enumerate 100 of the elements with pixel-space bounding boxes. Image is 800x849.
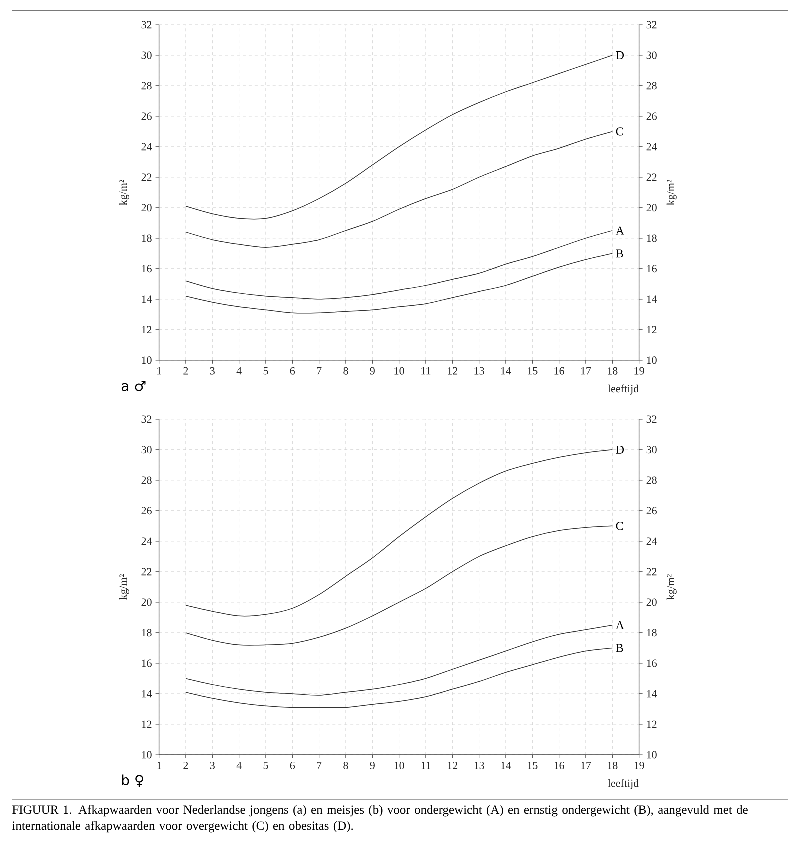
y-tick-label: 24 [142,538,152,546]
line-series [186,624,614,696]
x-tick-label: 10 [394,762,404,770]
x-tick-label: 4 [236,762,242,770]
y2-tick-label: 12 [647,720,657,728]
x-tick-label: 2 [184,762,188,770]
series-label: C [616,128,624,136]
series-label: B [616,250,624,258]
x-tick-label: 6 [290,762,296,770]
y2-tick-label: 14 [647,296,658,304]
series-label: D [616,446,624,454]
x-tick-label: 10 [394,367,404,375]
y2-tick-label: 12 [647,326,657,334]
x-tick-label: 9 [370,367,375,375]
line-series [186,450,614,617]
y-tick-label: 22 [142,568,152,576]
y2-tick-label: 26 [646,507,657,515]
y-tick-label: 28 [142,82,152,90]
y2-tick-label: 20 [646,598,657,606]
text: a ♂ [122,381,146,392]
series-label: D [616,52,624,60]
y2-tick-label: 20 [646,204,657,212]
y2-axis-title: kg/m² [666,180,677,206]
y-tick-label: 20 [142,204,152,212]
series-label: A [616,621,624,630]
x-tick-label: 2 [184,367,188,375]
y-tick-label: 10 [142,751,152,759]
x-tick-label: 16 [554,762,564,770]
x-tick-label: 9 [370,762,375,770]
x-tick-label: 14 [501,762,512,770]
x-tick-label: 18 [608,762,618,770]
x-tick-label: 5 [264,762,268,770]
x-tick-label: 19 [634,762,644,770]
x-tick-label: 7 [317,762,322,770]
y-tick-label: 10 [142,356,152,364]
y-tick-label: 18 [142,234,152,242]
text: b ♀ [122,774,144,788]
y-tick-label: 14 [142,296,152,304]
y-tick-label: 32 [142,21,152,29]
y-tick-label: 24 [142,143,152,151]
x-tick-label: 11 [422,367,431,375]
y2-tick-label: 10 [647,751,657,759]
y-tick-label: 18 [142,629,152,637]
x-tick-label: 3 [210,762,215,770]
x-tick-label: 7 [317,367,322,375]
y2-tick-label: 24 [646,538,658,546]
line-series [186,253,614,314]
series-label: B [616,644,624,652]
x-tick-label: 8 [344,762,348,770]
x-tick-label: 12 [448,367,458,375]
x-tick-label: 8 [344,367,348,375]
y-tick-label: 22 [142,174,152,182]
y-tick-label: 14 [142,690,152,698]
series-label: C [616,522,624,530]
y2-tick-label: 28 [646,82,657,90]
y2-tick-label: 14 [647,690,658,698]
x-tick-label: 6 [290,367,296,375]
y-tick-label: 26 [142,112,152,120]
line-series [186,230,614,300]
line-series [186,648,614,708]
x-tick-label: 18 [608,367,618,375]
text: FIGUUR 1. Afkapwaarden voor Nederlandse jongens (a) en meisjes (b) voor ondergewicht (A) en ernstig ondergewicht (B), aangevuld met de internationale afkapwaarden voor overgewicht (C) en obesitas (D). [12,805,748,833]
line-series [186,131,614,248]
y-axis-title: kg/m² [119,180,130,206]
x-tick-label: 12 [448,762,458,770]
y2-tick-label: 22 [646,568,657,576]
x-axis-title: leeftijd [608,779,639,790]
x-tick-label: 13 [474,367,484,375]
y-tick-label: 30 [142,52,152,60]
x-tick-label: 5 [264,367,268,375]
y2-tick-label: 16 [647,660,657,668]
x-tick-label: 11 [422,762,431,770]
x-tick-label: 14 [501,367,512,375]
series-label: A [616,226,624,235]
y2-tick-label: 16 [647,265,657,273]
x-tick-label: 19 [634,367,644,375]
y2-tick-label: 22 [646,174,657,182]
y-tick-label: 32 [142,416,152,424]
x-tick-label: 15 [528,762,538,770]
y2-tick-label: 24 [646,143,658,151]
y-tick-label: 26 [142,507,152,515]
y2-tick-label: 10 [647,356,657,364]
y2-tick-label: 26 [646,112,657,120]
x-tick-label: 15 [528,367,538,375]
y2-tick-label: 18 [647,629,657,637]
y-tick-label: 12 [142,720,152,728]
y-axis-title: kg/m² [119,574,130,600]
x-tick-label: 13 [474,762,484,770]
x-tick-label: 1 [158,762,162,770]
x-tick-label: 16 [554,367,564,375]
y2-tick-label: 32 [646,416,657,424]
y2-tick-label: 32 [646,21,657,29]
line-series [186,55,614,220]
y-tick-label: 16 [142,265,152,273]
y2-tick-label: 30 [646,52,657,60]
line-series [186,526,614,646]
x-axis-title: leeftijd [608,384,639,395]
y-tick-label: 30 [142,446,152,454]
y2-tick-label: 18 [647,234,657,242]
y-tick-label: 28 [142,476,152,484]
